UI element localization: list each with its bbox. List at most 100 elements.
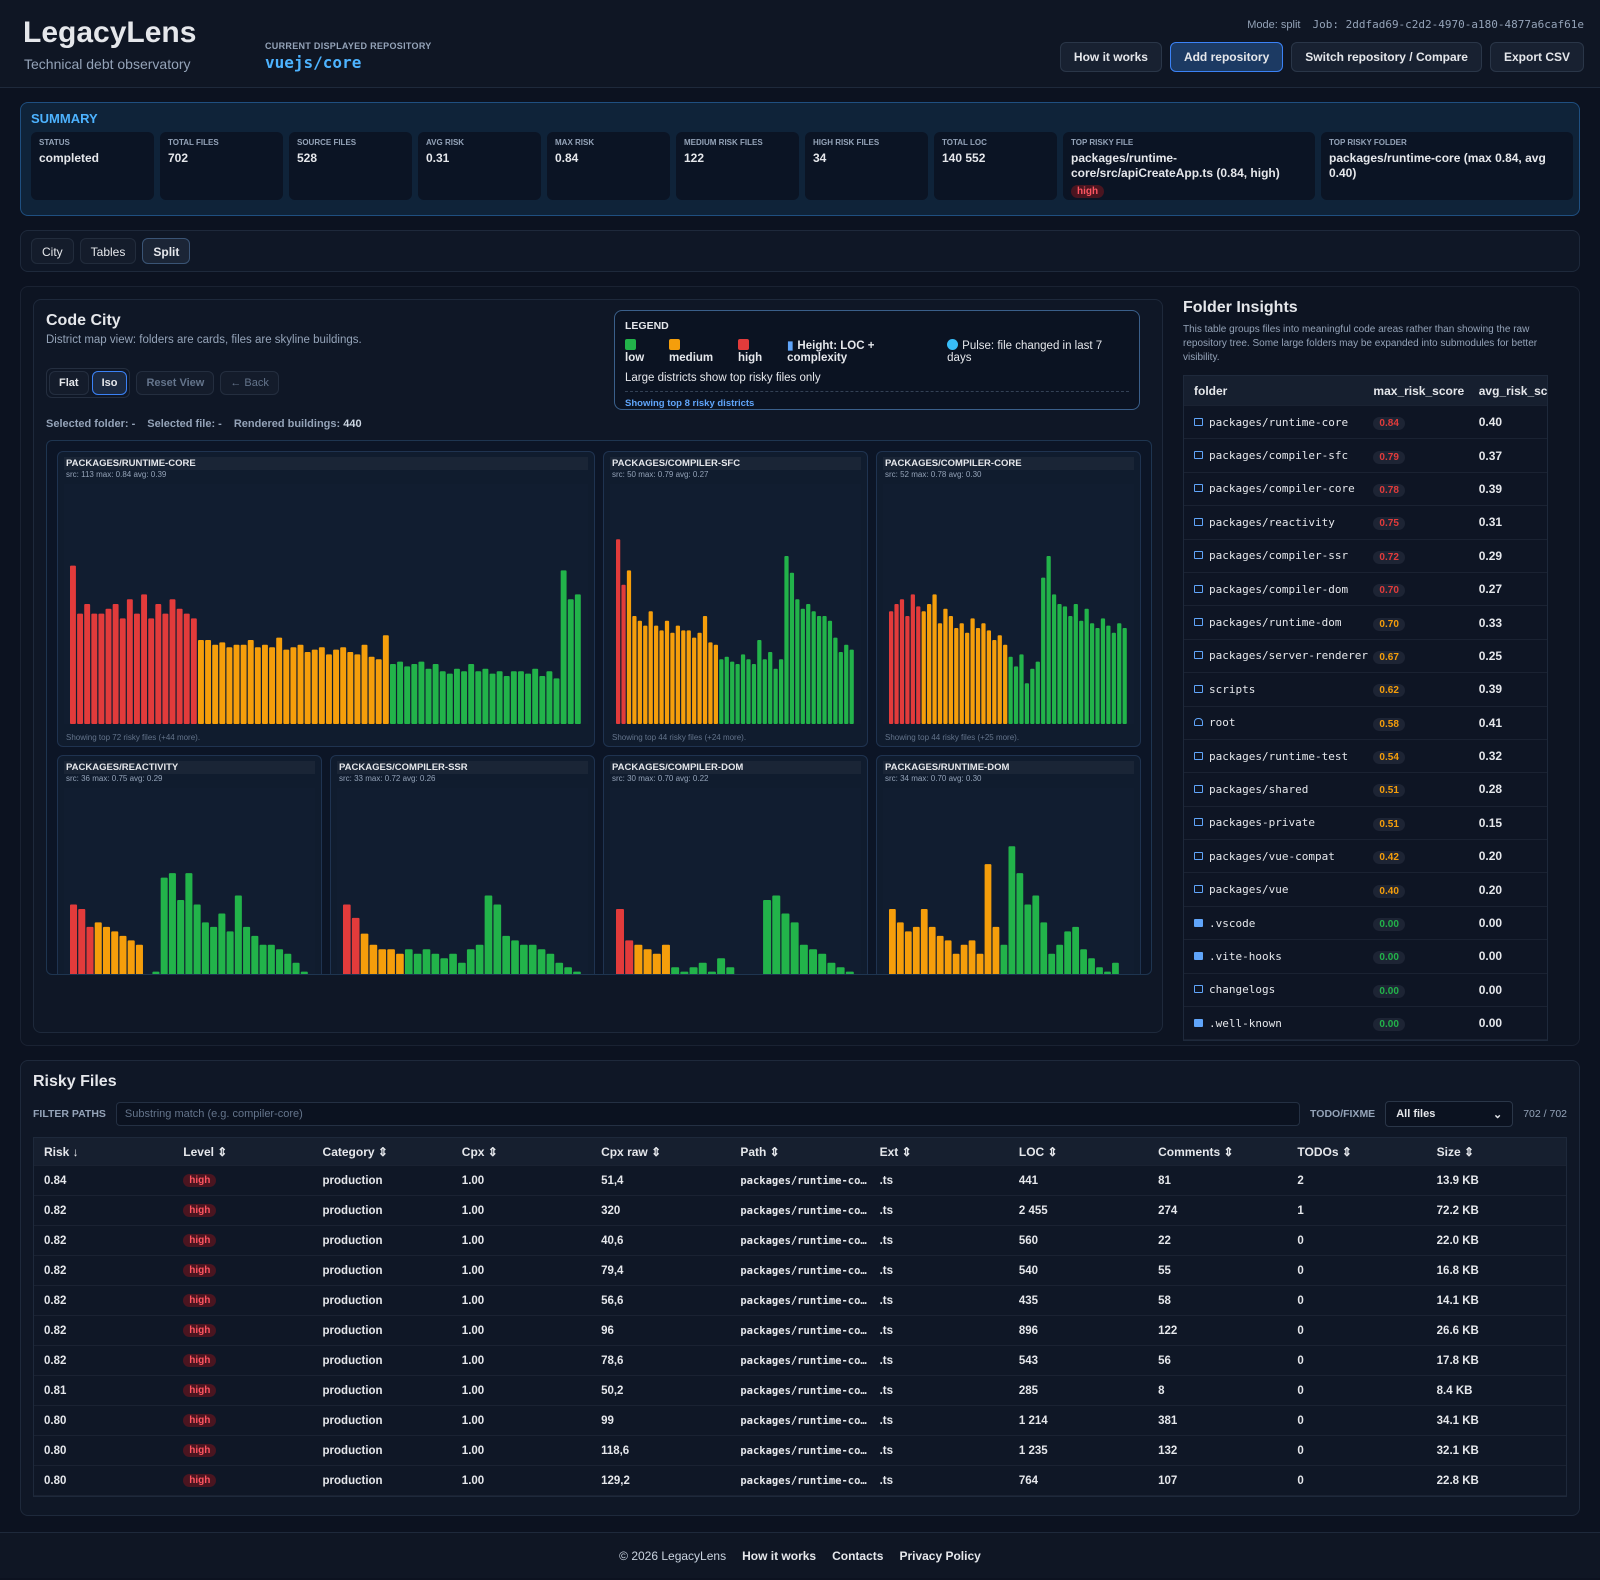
building[interactable] <box>502 935 510 975</box>
building[interactable] <box>446 673 453 724</box>
building[interactable] <box>413 953 422 975</box>
building[interactable] <box>616 908 624 975</box>
building[interactable] <box>300 971 308 975</box>
building[interactable] <box>343 904 351 975</box>
building[interactable] <box>932 594 937 724</box>
building[interactable] <box>927 604 932 724</box>
building[interactable] <box>212 644 219 724</box>
building[interactable] <box>751 664 757 724</box>
building[interactable] <box>511 940 519 975</box>
building[interactable] <box>1104 971 1111 975</box>
building[interactable] <box>746 659 751 724</box>
building[interactable] <box>369 944 378 975</box>
building[interactable] <box>77 613 84 724</box>
building[interactable] <box>773 668 778 724</box>
building[interactable] <box>965 632 970 724</box>
building[interactable] <box>226 647 233 724</box>
building[interactable] <box>1064 931 1072 975</box>
building[interactable] <box>735 664 740 724</box>
folder-row[interactable]: root 0.58 0.41 <box>1184 707 1547 740</box>
building[interactable] <box>896 922 904 975</box>
building[interactable] <box>510 671 517 724</box>
building[interactable] <box>94 922 102 975</box>
building[interactable] <box>411 664 418 724</box>
column-header[interactable]: Cpx raw ⇕ <box>601 1144 662 1159</box>
building[interactable] <box>1112 962 1119 975</box>
building[interactable] <box>70 904 78 975</box>
building[interactable] <box>724 656 729 724</box>
building[interactable] <box>692 637 697 724</box>
building[interactable] <box>1008 656 1013 724</box>
folder-row[interactable]: packages/vue-compat 0.42 0.20 <box>1184 840 1547 874</box>
folder-row[interactable]: packages/server-renderer 0.67 0.25 <box>1184 640 1547 674</box>
building[interactable] <box>1024 904 1032 975</box>
building[interactable] <box>284 953 292 975</box>
building[interactable] <box>397 661 404 724</box>
building[interactable] <box>1084 608 1089 724</box>
building[interactable] <box>621 584 626 724</box>
building[interactable] <box>162 613 169 724</box>
building[interactable] <box>910 594 915 724</box>
building[interactable] <box>496 671 503 724</box>
footer-link[interactable]: Contacts <box>832 1548 884 1563</box>
column-header[interactable]: Ext ⇕ <box>879 1144 912 1159</box>
building[interactable] <box>454 668 460 724</box>
building[interactable] <box>219 642 226 724</box>
building[interactable] <box>482 668 489 724</box>
building[interactable] <box>1032 895 1040 975</box>
column-header[interactable]: TODOs ⇕ <box>1297 1144 1352 1159</box>
folder-row[interactable]: packages/runtime-dom 0.70 0.33 <box>1184 606 1547 640</box>
building[interactable] <box>360 933 369 975</box>
building[interactable] <box>267 944 275 975</box>
building[interactable] <box>461 671 468 724</box>
building[interactable] <box>396 953 404 975</box>
building[interactable] <box>800 608 805 724</box>
building[interactable] <box>784 556 789 724</box>
building[interactable] <box>340 647 347 724</box>
building[interactable] <box>762 659 767 724</box>
risky-row[interactable]: 0.82 high production 1.00 78,6 packages/runti… <box>34 1346 1566 1376</box>
building[interactable] <box>717 958 726 975</box>
tab[interactable]: Split <box>142 238 191 264</box>
building[interactable] <box>218 913 226 975</box>
building[interactable] <box>970 618 975 724</box>
back-button[interactable]: ← Back <box>220 371 279 395</box>
building[interactable] <box>686 630 691 724</box>
building[interactable] <box>816 616 822 724</box>
district[interactable]: PACKAGES/COMPILER-CORE src: 52 max: 0.78 … <box>876 451 1141 747</box>
building[interactable] <box>169 599 176 724</box>
building[interactable] <box>185 873 193 975</box>
building[interactable] <box>944 940 952 975</box>
building[interactable] <box>193 904 201 975</box>
folder-row[interactable]: packages/runtime-test 0.54 0.32 <box>1184 740 1547 774</box>
building[interactable] <box>948 616 953 724</box>
building[interactable] <box>105 608 112 724</box>
building[interactable] <box>333 649 340 724</box>
building[interactable] <box>168 873 176 975</box>
building[interactable] <box>1122 628 1127 724</box>
building[interactable] <box>790 922 799 975</box>
building[interactable] <box>795 599 800 724</box>
building[interactable] <box>921 611 926 724</box>
building[interactable] <box>98 613 105 724</box>
building[interactable] <box>928 926 936 975</box>
building[interactable] <box>183 613 190 724</box>
building[interactable] <box>648 611 653 724</box>
folder-row[interactable]: packages/compiler-core 0.78 0.39 <box>1184 473 1547 507</box>
building[interactable] <box>976 953 984 975</box>
building[interactable] <box>1111 632 1116 724</box>
building[interactable] <box>546 671 553 724</box>
building[interactable] <box>387 949 395 975</box>
building[interactable] <box>449 953 457 975</box>
folder-row[interactable]: scripts 0.62 0.39 <box>1184 673 1547 707</box>
column-header[interactable]: avg_risk_score <box>1478 383 1547 398</box>
building[interactable] <box>119 935 127 975</box>
folder-row[interactable]: packages/reactivity 0.75 0.31 <box>1184 506 1547 540</box>
building[interactable] <box>276 949 284 975</box>
building[interactable] <box>975 628 981 724</box>
risky-row[interactable]: 0.82 high production 1.00 320 packages/runtim… <box>34 1196 1566 1226</box>
building[interactable] <box>198 640 204 724</box>
building[interactable] <box>1030 668 1035 724</box>
building[interactable] <box>799 944 808 975</box>
building[interactable] <box>920 908 928 975</box>
